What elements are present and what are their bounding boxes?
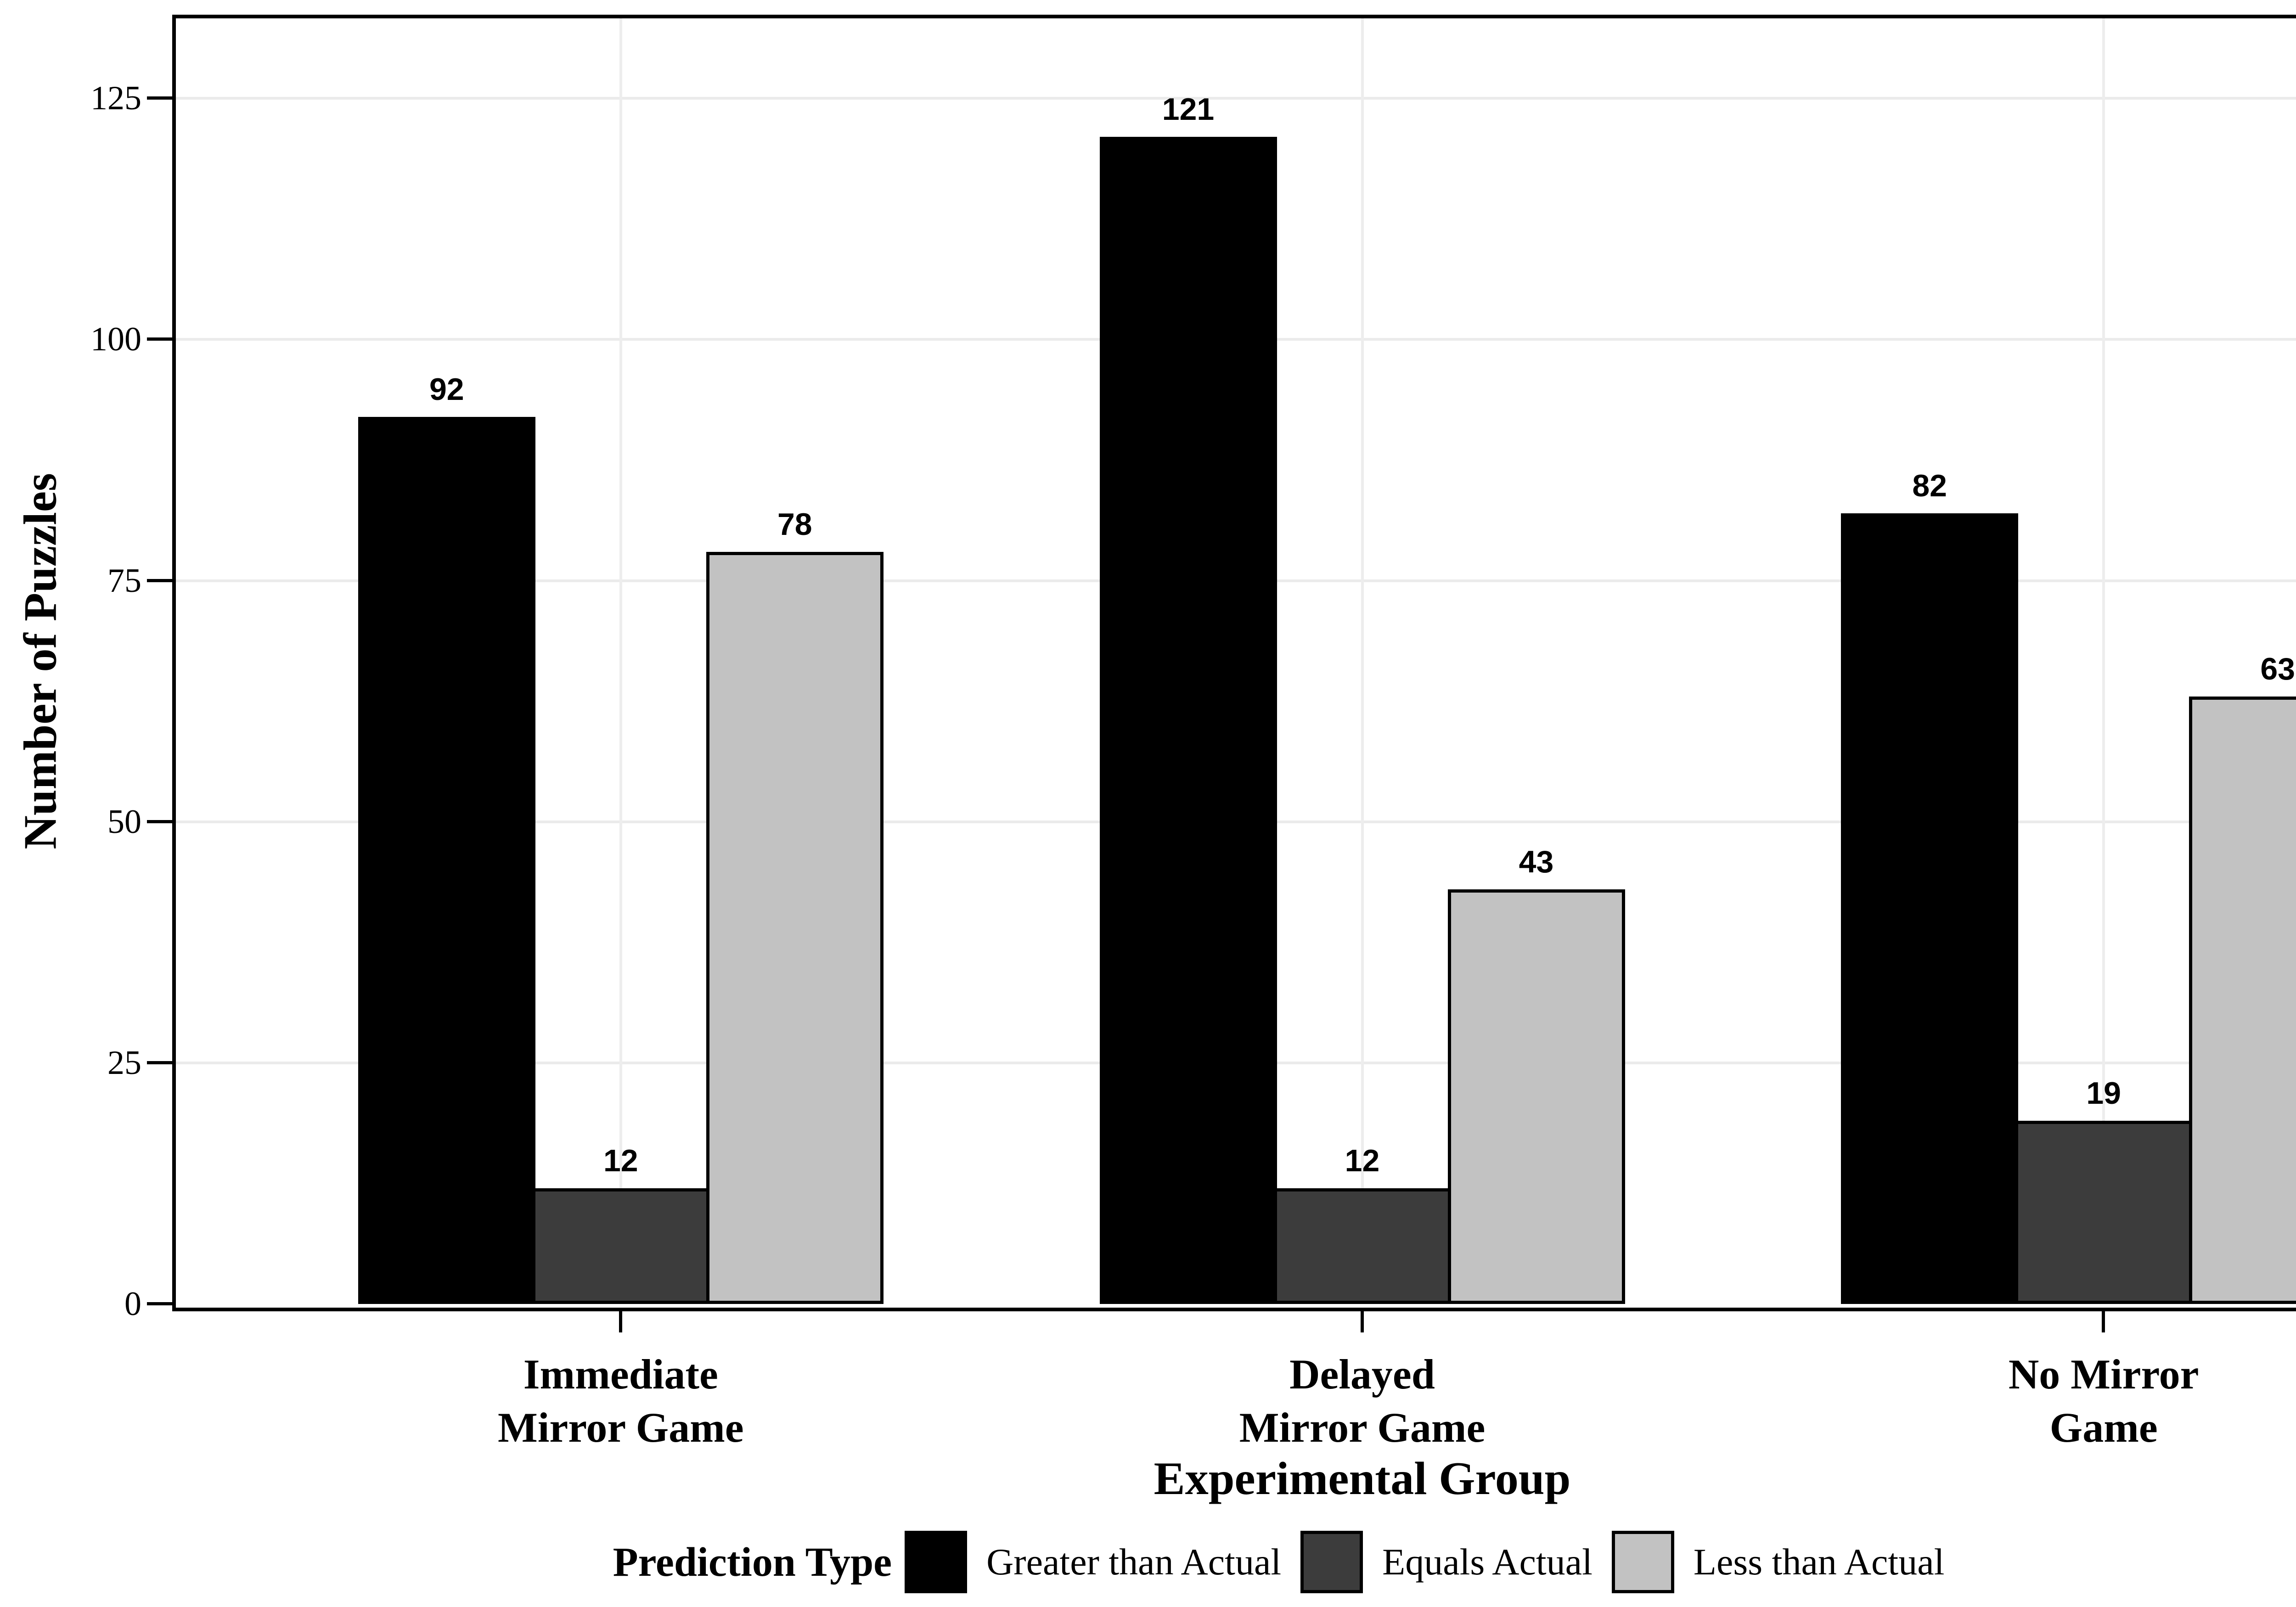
bar-value-label: 43: [1519, 844, 1554, 879]
x-axis-title: Experimental Group: [1154, 1453, 1571, 1505]
y-axis-tick: [147, 1302, 172, 1305]
bar-less-than-actual: [2189, 696, 2296, 1304]
bar-value-label: 92: [429, 371, 464, 407]
y-tick-label: 125: [90, 79, 141, 118]
legend-entry: Equals Actual: [1300, 1531, 1593, 1593]
bar-equals-actual: [532, 1188, 709, 1304]
legend-title: Prediction Type: [613, 1539, 892, 1585]
bar-equals-actual: [1273, 1188, 1451, 1304]
x-axis-tick: [1360, 1308, 1364, 1332]
legend-swatch-icon: [1611, 1531, 1674, 1593]
y-tick-label: 75: [107, 562, 141, 600]
legend-swatch-icon: [905, 1531, 968, 1593]
bar-equals-actual: [2015, 1120, 2193, 1304]
bar-less-than-actual: [1447, 889, 1625, 1304]
bar-value-label: 121: [1162, 92, 1215, 127]
y-tick-label: 100: [90, 320, 141, 359]
x-category-label: Delayed Mirror Game: [1239, 1351, 1486, 1451]
y-gridline: [176, 97, 2296, 100]
x-gridline: [1361, 18, 1364, 1304]
y-axis-tick: [147, 337, 172, 341]
x-category-label: Immediate Mirror Game: [498, 1351, 744, 1451]
y-axis-title: Number of Puzzles: [14, 473, 67, 849]
y-axis-tick: [147, 579, 172, 582]
y-tick-label: 0: [124, 1285, 141, 1323]
legend: Prediction Type Greater than Actual Equal…: [0, 1525, 2296, 1599]
legend-entry: Less than Actual: [1611, 1531, 1945, 1593]
bar-value-label: 19: [2086, 1075, 2121, 1111]
bar-less-than-actual: [706, 551, 884, 1304]
bar-greater-than-actual: [1099, 137, 1277, 1304]
x-category-label: No Mirror Game: [2008, 1351, 2199, 1451]
legend-entry: Greater than Actual: [905, 1531, 1281, 1593]
y-axis-tick: [147, 820, 172, 823]
bar-value-label: 78: [777, 506, 812, 542]
bar-value-label: 82: [1912, 468, 1947, 503]
x-axis-tick: [2102, 1308, 2105, 1332]
x-gridline: [619, 18, 622, 1304]
plot-panel: [172, 15, 2296, 1311]
legend-label: Less than Actual: [1693, 1541, 1945, 1583]
y-tick-label: 25: [107, 1044, 141, 1082]
legend-swatch-icon: [1300, 1531, 1363, 1593]
bar-greater-than-actual: [358, 416, 535, 1304]
x-axis-tick: [619, 1308, 622, 1332]
y-axis-tick: [147, 96, 172, 100]
legend-label: Equals Actual: [1382, 1541, 1593, 1583]
x-gridline: [2102, 18, 2105, 1304]
y-tick-label: 50: [107, 803, 141, 841]
legend-label: Greater than Actual: [986, 1541, 1282, 1583]
y-axis-tick: [147, 1061, 172, 1064]
bar-value-label: 63: [2260, 651, 2295, 686]
bar-value-label: 12: [1345, 1143, 1380, 1178]
bar-greater-than-actual: [1841, 513, 2019, 1304]
bar-value-label: 12: [603, 1143, 638, 1178]
